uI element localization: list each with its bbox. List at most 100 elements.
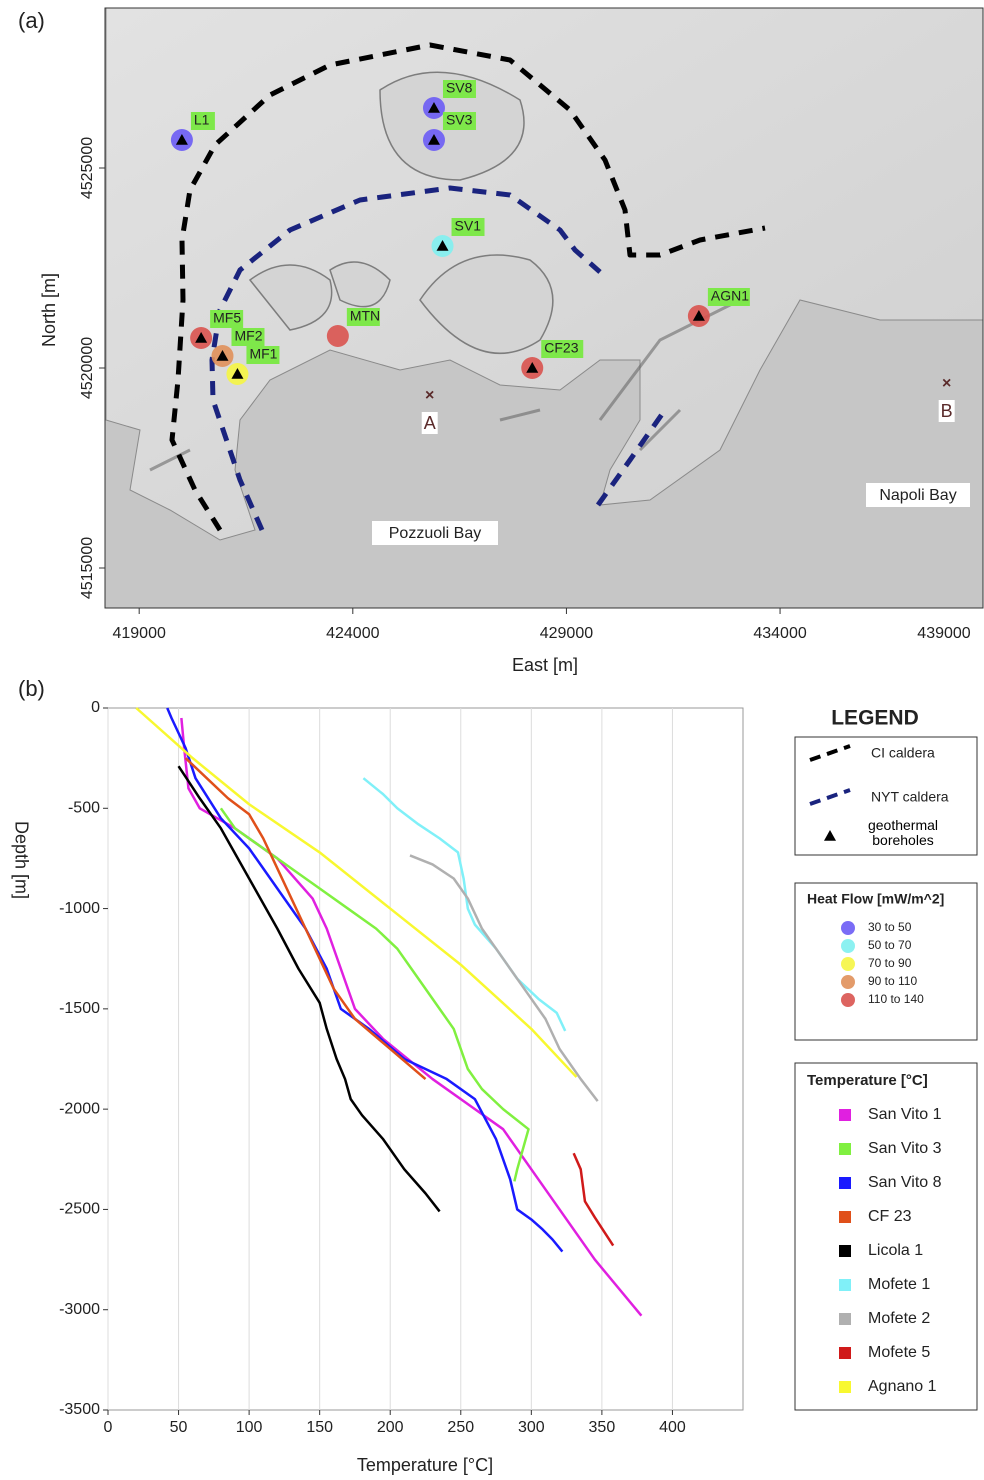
x-tick-label: 429000 [540,625,593,642]
annotation: Napoli Bay [879,487,956,504]
point-label-box [231,328,265,346]
y-tick-label: 0 [91,699,100,716]
x-tick-label: 200 [377,1419,404,1436]
legend-label: 30 to 50 [868,920,912,934]
point-label: SV1 [455,218,482,234]
y-tick-label: -500 [68,800,100,817]
legend-swatch [841,957,855,971]
x-axis-title: Temperature [°C] [357,1455,493,1475]
legend-label: Mofete 5 [868,1344,930,1361]
legend-swatch [839,1381,851,1393]
legend-text-box: geothermal boreholes [867,818,939,848]
y-axis-title: Depth [m] [11,821,31,899]
y-tick-label: 4515000 [79,537,96,599]
series-line [572,1152,615,1247]
x-axis-title: East [m] [512,655,578,675]
profile-marker: × [425,387,434,404]
legend-box [794,736,978,856]
y-tick-label: -2000 [59,1100,100,1117]
point-label-box [451,218,485,236]
point-label-box [707,288,750,306]
map-frame [104,7,984,609]
legend-label: CF 23 [868,1208,912,1225]
legend-line [809,744,851,762]
y-tick-label: -3000 [59,1301,100,1318]
legend-swatch [841,993,855,1007]
legend-swatch [841,921,855,935]
legend-label: Mofete 2 [868,1310,930,1327]
relief-shading [149,298,741,472]
series-line [219,807,530,1182]
legend-swatch [839,1245,851,1257]
point-label: MF1 [249,346,277,362]
borehole-marker [175,134,188,145]
x-tick-label: 300 [518,1419,545,1436]
marker-label-box [938,400,955,422]
calderas [169,42,766,532]
legend-label: 110 to 140 [868,992,924,1006]
legend-label: San Vito 8 [868,1174,942,1191]
point-label-box [246,346,280,364]
point-label-box [541,340,584,358]
annotation-box [866,483,970,507]
legend-box [794,882,978,1041]
caldera-rim [209,185,602,532]
legend-label: CI caldera [871,745,935,761]
x-tick-label: 350 [589,1419,616,1436]
y-axis-title: North [m] [39,273,59,347]
caldera-rim [169,42,766,532]
legend-label: San Vito 3 [868,1140,942,1157]
legend-label: 90 to 110 [868,974,917,988]
borehole-marker [692,310,705,321]
caldera-rim [595,408,668,507]
y-tick-label: 4525000 [79,137,96,199]
x-tick-label: 100 [236,1419,263,1436]
panel-label: (b) [18,676,45,701]
x-tick-label: 434000 [753,625,806,642]
heat-flow-point [326,325,349,347]
legend-swatch [839,1177,851,1189]
point-label: CF23 [544,340,578,356]
panel-label: (a) [18,8,45,33]
point-label-box [442,80,476,98]
series-line [166,707,564,1253]
point-label: MTN [350,308,380,324]
point-label: MF5 [213,310,241,326]
borehole-marker [526,362,539,373]
borehole-marker [427,134,440,145]
x-tick-label: 439000 [917,625,970,642]
legend-title: Temperature [°C] [807,1072,928,1089]
x-tick-label: 150 [306,1419,333,1436]
series-line [409,854,599,1102]
legend-box [794,1062,978,1411]
x-tick-label: 419000 [112,625,165,642]
y-tick-label: 4520000 [79,337,96,399]
legend-marker [824,830,836,841]
annotation-box [372,521,498,545]
legend-label: NYT caldera [871,789,949,805]
legend-label: Licola 1 [868,1242,923,1259]
x-tick-label: 0 [104,1419,113,1436]
borehole-marker [216,350,229,361]
point-label-box [210,310,244,328]
annotation: Pozzuoli Bay [389,525,482,542]
point-label: MF2 [234,328,262,344]
legend-label: Mofete 1 [868,1276,930,1293]
legend-swatch [841,939,855,953]
y-tick-label: -2500 [59,1201,100,1218]
legend-title: Heat Flow [mW/m^2] [807,891,944,907]
legend-line [809,788,851,806]
legend-label: geothermal boreholes [867,818,939,848]
series-line [177,765,441,1213]
point-label-box [190,112,215,130]
point-label: L1 [194,112,210,128]
legend-label: San Vito 1 [868,1106,942,1123]
legend-label: 70 to 90 [868,956,912,970]
series-line [180,717,643,1317]
marker-label: A [424,413,436,433]
y-tick-label: -1000 [59,900,100,917]
series-line [184,757,427,1081]
point-label-box [346,308,380,326]
legend-swatch [839,1279,851,1291]
